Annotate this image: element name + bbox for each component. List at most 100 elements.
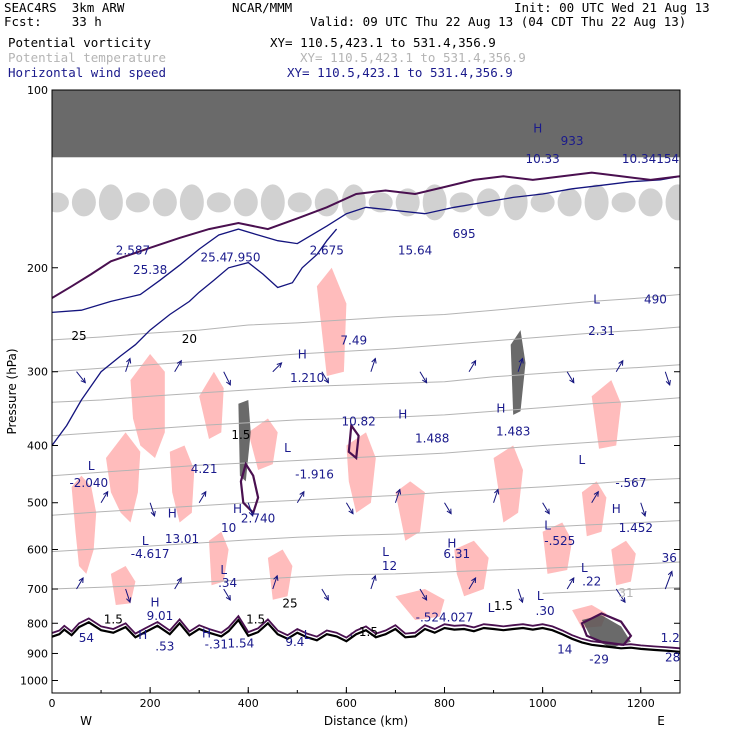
pv-stratosphere-blob: [395, 188, 420, 217]
chart-annotation: 1.488: [415, 431, 449, 445]
wind-vector-head: [126, 357, 132, 364]
chart-annotation: L: [581, 561, 588, 575]
chart-annotation: H: [533, 121, 542, 135]
wind-vector-shaft: [272, 575, 278, 590]
pv-positive-region: [71, 475, 97, 574]
chart-annotation: 28: [665, 650, 680, 664]
wind-vector-shaft: [493, 489, 499, 503]
wind-vector: [272, 362, 283, 373]
wind-vector-shaft: [125, 588, 131, 603]
pv-positive-region: [248, 418, 278, 470]
chart-annotation: H: [138, 628, 147, 642]
pv-contour: [580, 612, 633, 646]
pv-positive-region: [169, 445, 195, 523]
chart-annotation: L: [593, 293, 600, 307]
legend-wind-label: Horizontal wind speed: [8, 65, 167, 80]
wind-vector-head: [273, 574, 279, 581]
wind-vector: [493, 488, 500, 503]
pv-positive-region: [454, 540, 489, 597]
pv-tropopause-contour: [52, 171, 680, 299]
wind-vector-head: [276, 362, 283, 368]
chart-annotation: L: [382, 545, 389, 559]
y-axis-label: Pressure (hPa): [5, 348, 19, 434]
pv-high-region: [510, 330, 526, 415]
wind-vector-shaft: [566, 371, 575, 383]
wind-speed-contour: [52, 175, 680, 314]
chart-annotation: 4.21: [191, 462, 218, 476]
chart-annotation: -1.916: [295, 468, 334, 482]
pv-stratosphere-blob: [125, 192, 150, 213]
wind-vector: [517, 357, 524, 372]
header-init: Init: 00 UTC Wed 21 Aug 13: [514, 0, 710, 15]
theta-contour: [52, 561, 680, 590]
chart-annotation: H: [496, 402, 505, 416]
wind-vector-shaft: [100, 491, 109, 503]
wind-vector-head: [176, 577, 182, 584]
x-tick-label: 1200: [627, 697, 655, 710]
wind-vector: [419, 588, 428, 601]
wind-vector-shaft: [419, 371, 427, 383]
pv-positive-region: [581, 481, 607, 537]
wind-vector: [100, 490, 109, 503]
wind-vector-head: [422, 377, 428, 384]
chart-annotation: L: [142, 534, 149, 548]
wind-vector-head: [518, 597, 524, 604]
wind-vector: [664, 570, 673, 590]
y-tick-label: 900: [27, 647, 48, 660]
chart-annotation: L: [579, 453, 586, 467]
chart-annotation: H: [202, 626, 211, 640]
wind-vector-head: [446, 508, 452, 515]
chart-annotation: 2.740: [241, 511, 275, 525]
header-valid: Valid: 09 UTC Thu 22 Aug 13 (04 CDT Thu …: [310, 14, 687, 29]
wind-vector: [174, 359, 182, 372]
wind-vector: [125, 357, 132, 372]
chart-annotation: H: [612, 502, 621, 516]
chart-annotation: .34: [218, 576, 237, 590]
wind-vector: [468, 359, 477, 372]
wind-vector-head: [667, 570, 673, 577]
chart-annotation: 20: [182, 332, 197, 346]
wind-vector-head: [176, 359, 182, 366]
header-project: SEAC4RS 3km ARW: [4, 0, 125, 15]
wind-vector-shaft: [664, 371, 671, 386]
chart-annotation: -29: [589, 652, 609, 666]
wind-vector: [664, 371, 671, 386]
wind-vector-head: [395, 488, 402, 495]
wind-vector-head: [225, 594, 231, 601]
chart-annotation: 7.950: [226, 250, 260, 264]
pv-positive-region: [209, 531, 229, 586]
chart-annotation: L: [284, 441, 291, 455]
theta-contour: [52, 294, 680, 341]
chart-annotation: L: [88, 459, 95, 473]
chart-annotation: -.31: [205, 637, 228, 651]
pv-positive-region: [591, 380, 622, 449]
wind-vector-head: [150, 510, 156, 517]
chart-annotation: H: [398, 407, 407, 421]
x-tick-label: 200: [140, 697, 161, 710]
chart-annotation: -.524.027: [416, 611, 474, 625]
wind-vector: [615, 359, 624, 372]
chart-annotation: 2.587: [116, 244, 150, 258]
terrain-line: [52, 618, 680, 653]
x-end-label-west: W: [80, 714, 92, 728]
wind-vector: [566, 577, 575, 590]
wind-vector-shaft: [296, 491, 305, 503]
wind-vector: [444, 502, 452, 515]
pv-stratosphere-blob: [476, 188, 501, 217]
wind-vector: [640, 502, 647, 517]
chart-annotation: 10: [221, 521, 236, 535]
x-end-label-east: E: [657, 714, 665, 728]
pv-stratosphere-blob: [368, 192, 393, 213]
pv-positive-region: [346, 432, 376, 513]
wind-vector-head: [471, 577, 477, 584]
wind-vector-shaft: [223, 588, 231, 601]
wind-vector-shaft: [615, 360, 624, 372]
pv-positive-region: [130, 354, 165, 458]
chart-annotation: 1.5: [231, 428, 250, 442]
chart-annotation: 9.4: [285, 635, 304, 649]
x-axis-label: Distance (km): [324, 714, 408, 728]
wind-vector-head: [618, 359, 624, 366]
pv-surface-contour: [52, 614, 680, 650]
wind-vector-shaft: [272, 362, 282, 373]
wind-vector-shaft: [542, 502, 550, 514]
